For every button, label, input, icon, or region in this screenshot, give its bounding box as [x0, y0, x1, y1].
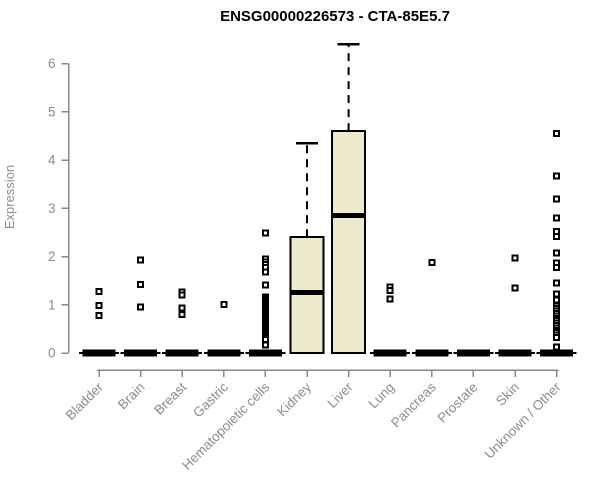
chart-title: ENSG00000226573 - CTA-85E5.7 — [220, 8, 450, 25]
outlier-point — [553, 290, 561, 298]
outlier-point — [553, 249, 561, 257]
zero-collapsed-box — [373, 349, 407, 357]
outlier-point — [553, 172, 561, 180]
category-label: Breast — [151, 379, 189, 417]
outlier-point — [178, 304, 186, 312]
outlier-point — [137, 281, 145, 289]
outlier-point — [137, 303, 145, 311]
category-label: Skin — [493, 380, 522, 409]
outlier-point — [511, 284, 519, 292]
category-label: Liver — [324, 379, 356, 411]
zero-collapsed-box — [207, 349, 241, 357]
zero-collapsed-box — [165, 349, 199, 357]
outlier-point — [553, 279, 561, 287]
category-label: Kidney — [274, 379, 314, 419]
zero-collapsed-box — [124, 349, 158, 357]
outlier-point — [261, 335, 269, 343]
outlier-point — [261, 341, 269, 349]
outlier-point — [553, 232, 561, 240]
outlier-point — [386, 286, 394, 294]
category-label: Gastric — [190, 379, 231, 420]
outlier-point — [178, 291, 186, 299]
zero-collapsed-box — [498, 349, 532, 357]
outlier-point — [553, 214, 561, 222]
category-label: Unknown / Other — [481, 379, 564, 462]
outlier-point — [511, 254, 519, 262]
outlier-point — [553, 195, 561, 203]
zero-collapsed-box — [82, 349, 116, 357]
y-tick-label: 2 — [48, 249, 56, 264]
category-label: Bladder — [63, 379, 107, 423]
category-label: Lung — [365, 380, 397, 412]
zero-collapsed-box — [415, 349, 449, 357]
category-label: Prostate — [434, 380, 480, 426]
outlier-point — [553, 334, 561, 342]
outlier-point — [261, 268, 269, 276]
outlier-point — [137, 256, 145, 264]
outlier-point — [553, 296, 561, 304]
outlier-point — [178, 310, 186, 318]
y-tick-label: 4 — [48, 153, 56, 168]
y-tick-label: 5 — [48, 104, 56, 119]
outlier-point — [553, 264, 561, 272]
category-label: Pancreas — [388, 379, 439, 430]
outlier-point — [553, 130, 561, 138]
y-tick-label: 1 — [48, 297, 56, 312]
zero-collapsed-box — [456, 349, 490, 357]
zero-collapsed-box — [540, 349, 574, 357]
y-tick-label: 6 — [48, 56, 56, 71]
outlier-point — [95, 288, 103, 296]
outlier-point — [220, 300, 228, 308]
outlier-point — [553, 343, 561, 351]
box — [331, 130, 367, 354]
category-label: Brain — [115, 380, 148, 413]
outlier-point — [428, 258, 436, 266]
outlier-point — [95, 302, 103, 310]
y-tick-label: 0 — [48, 346, 56, 361]
outlier-point — [261, 229, 269, 237]
zero-collapsed-box — [248, 349, 282, 357]
outlier-point — [386, 295, 394, 303]
y-tick-label: 3 — [48, 201, 56, 216]
outlier-point — [95, 311, 103, 319]
outlier-point — [261, 281, 269, 289]
